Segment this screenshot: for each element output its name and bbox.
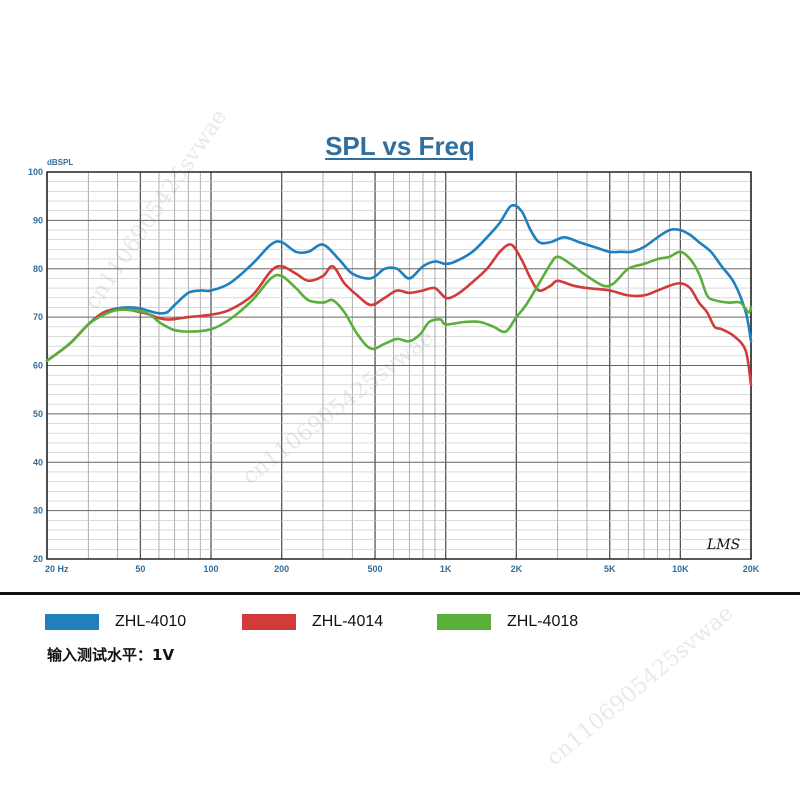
y-tick-label: 40 [33, 457, 43, 467]
y-tick-label: 90 [33, 215, 43, 225]
legend-label: ZHL-4018 [507, 613, 579, 630]
series-line-zhl-4014 [45, 243, 753, 387]
x-tick-label: 1K [440, 564, 452, 574]
y-axis-label: dBSPL [47, 158, 73, 167]
legend-label: ZHL-4014 [312, 613, 384, 630]
x-tick-label: 200 [274, 564, 289, 574]
x-tick-label: 10K [672, 564, 689, 574]
y-tick-label: 60 [33, 361, 43, 371]
y-tick-label: 50 [33, 409, 43, 419]
x-tick-label: 20K [743, 564, 760, 574]
series-line-zhl-4010 [45, 203, 753, 362]
x-tick-label: 50 [135, 564, 145, 574]
grid [46, 171, 752, 560]
legend: ZHL-4010 ZHL-4014 ZHL-4018 [0, 612, 800, 636]
separator-line [0, 592, 800, 595]
x-tick-label: 2K [511, 564, 523, 574]
x-tick-label: 500 [368, 564, 383, 574]
legend-swatch [45, 614, 99, 630]
x-axis-ticks: 20 Hz 50 100 200 500 1K 2K 5K 10K 20K [45, 564, 760, 574]
series-lines [45, 203, 753, 387]
y-tick-label: 30 [33, 506, 43, 516]
series-line-zhl-4018 [45, 250, 753, 362]
legend-label: ZHL-4010 [115, 613, 187, 630]
y-tick-label: 20 [33, 554, 43, 564]
chart-title: SPL vs Freq [325, 131, 475, 161]
x-tick-label: 5K [604, 564, 616, 574]
legend-swatch [242, 614, 296, 630]
x-tick-label: 20 Hz [45, 564, 69, 574]
plot-area-frame [46, 171, 752, 560]
y-tick-label: 70 [33, 312, 43, 322]
y-axis-ticks: 20 30 40 50 60 70 80 90 100 [28, 167, 43, 564]
input-test-level-note: 输入测试水平：1V [47, 646, 175, 664]
spl-frequency-chart: 20 30 40 50 60 70 80 90 100 20 Hz 50 100 200 500 1K 2K… [28, 158, 760, 574]
lms-logo-annotation: LMS [706, 537, 740, 553]
y-tick-label: 80 [33, 264, 43, 274]
x-tick-label: 100 [204, 564, 219, 574]
y-tick-label: 100 [28, 167, 43, 177]
legend-swatch [437, 614, 491, 630]
